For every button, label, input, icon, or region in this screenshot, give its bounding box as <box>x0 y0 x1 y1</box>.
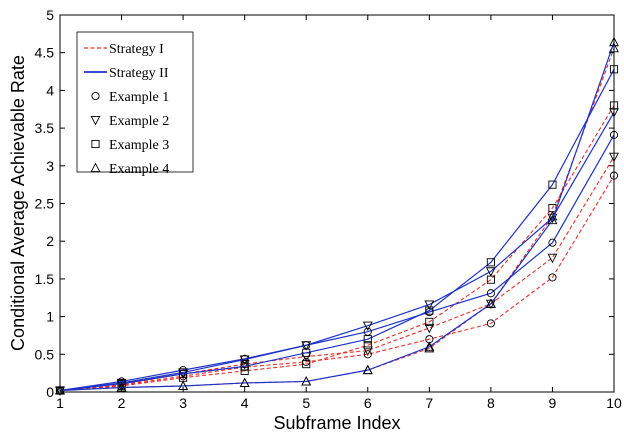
series-line <box>59 105 615 392</box>
x-tick-label: 4 <box>241 395 249 411</box>
series-line <box>59 41 615 392</box>
data-point <box>486 289 495 298</box>
data-point <box>362 346 373 356</box>
legend-label: Example 2 <box>109 114 169 129</box>
legend-marker <box>90 162 101 173</box>
x-tick-label: 1 <box>56 395 64 411</box>
legend-box <box>76 31 194 173</box>
legend-label: Example 3 <box>109 138 169 153</box>
y-tick-label: 5 <box>46 7 54 23</box>
y-tick-label: 2.5 <box>35 196 55 212</box>
data-point <box>548 238 557 247</box>
y-tick-label: 0.5 <box>35 346 55 362</box>
y-tick-label: 3.5 <box>35 120 55 136</box>
series-line <box>59 69 615 392</box>
data-point <box>486 319 495 328</box>
data-point <box>239 377 250 388</box>
data-point <box>424 341 435 351</box>
y-tick-label: 1.5 <box>35 271 55 287</box>
data-point <box>362 321 373 332</box>
y-tick-label: 2 <box>46 233 54 249</box>
x-tick-label: 7 <box>425 395 433 411</box>
data-point <box>548 273 557 282</box>
data-point <box>301 341 312 351</box>
series-line <box>59 134 615 392</box>
series-line <box>59 111 615 392</box>
data-point <box>179 369 188 378</box>
data-point <box>547 214 558 225</box>
x-tick-label: 10 <box>606 395 622 411</box>
series-layer <box>55 36 619 396</box>
data-point <box>363 341 372 350</box>
legend-label: Example 4 <box>109 162 169 177</box>
legend-label: Strategy I <box>109 42 164 57</box>
legend-marker <box>90 115 101 126</box>
data-point <box>486 258 495 267</box>
y-axis-title: Conditional Average Achievable Rate <box>8 55 28 351</box>
x-tick-label: 3 <box>179 395 187 411</box>
data-point <box>548 180 557 189</box>
legend-label: Example 1 <box>109 90 169 105</box>
data-point <box>301 376 312 386</box>
axis-layer: 1 2 3 4 5 6 7 8 9 10 0 0.5 1 1.5 2 2.5 3 3.5 4 4.5 5 <box>35 7 622 411</box>
y-tick-label: 4 <box>46 82 54 98</box>
data-point <box>363 350 372 359</box>
data-point <box>362 364 373 375</box>
series-line <box>59 156 615 392</box>
data-point <box>240 366 249 375</box>
legend-items: Strategy I Strategy II Example 1 Example 2 E… <box>84 42 169 177</box>
series-line <box>59 175 615 392</box>
data-point <box>240 362 249 371</box>
legend: Strategy I Strategy II Example 1 Example 2 E… <box>76 31 194 177</box>
data-point <box>425 306 434 315</box>
x-tick-label: 2 <box>118 395 126 411</box>
data-point <box>485 267 496 277</box>
y-tick-label: 0 <box>46 384 54 400</box>
data-point <box>425 317 434 326</box>
x-tick-label: 6 <box>364 395 372 411</box>
x-tick-label: 5 <box>302 395 310 411</box>
x-axis-title: Subframe Index <box>273 413 400 432</box>
legend-marker <box>91 91 100 101</box>
data-point <box>55 385 65 395</box>
y-tick-label: 4.5 <box>35 45 55 61</box>
data-point <box>239 355 250 365</box>
data-point <box>424 300 435 310</box>
data-point <box>547 253 558 264</box>
data-point <box>485 298 496 308</box>
x-tick-label: 9 <box>549 395 557 411</box>
y-tick-label: 3 <box>46 158 54 174</box>
data-point <box>239 360 250 370</box>
x-tick-label: 8 <box>487 395 495 411</box>
data-point <box>178 368 189 378</box>
data-point <box>302 348 311 357</box>
legend-label: Strategy II <box>109 66 169 81</box>
data-point <box>424 323 435 334</box>
y-tick-label: 1 <box>46 309 54 325</box>
data-point <box>547 213 558 224</box>
data-point <box>302 360 311 369</box>
legend-marker <box>91 139 100 149</box>
data-point <box>363 335 372 344</box>
